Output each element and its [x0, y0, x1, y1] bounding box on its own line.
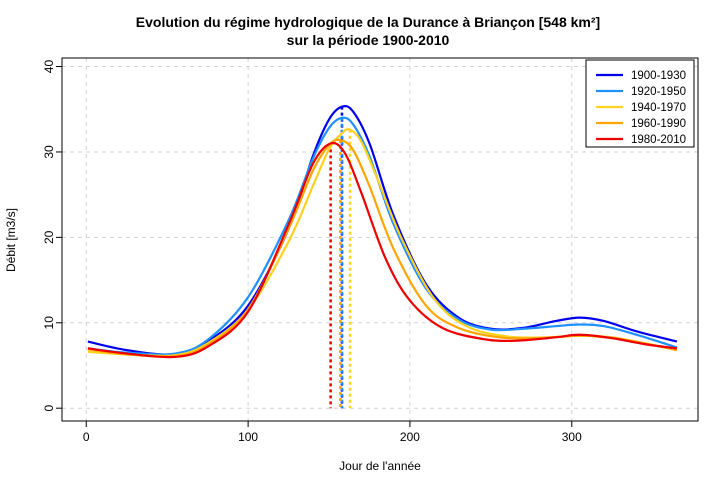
legend-label-1960-1990: 1960-1990	[631, 118, 686, 130]
legend-label-1900-1930: 1900-1930	[631, 70, 686, 82]
y-axis: 0 10 20 30 40	[42, 60, 63, 412]
legend-label-1940-1970: 1940-1970	[631, 102, 686, 114]
legend: 1900-1930 1920-1950 1940-1970 1960-1990 1980…	[585, 59, 695, 148]
x-tick-label: 200	[400, 430, 420, 444]
series-line-1920-1950	[87, 116, 678, 356]
series-line-1980-2010	[87, 141, 678, 359]
y-tick-label: 30	[42, 145, 56, 159]
y-axis-label: Débit [m3/s]	[4, 208, 18, 272]
x-axis-label: Jour de l'année	[339, 459, 421, 473]
x-tick-label: 0	[83, 430, 90, 444]
legend-label-1980-2010: 1980-2010	[631, 134, 686, 146]
x-tick-label: 300	[562, 430, 582, 444]
y-tick-label: 40	[42, 60, 56, 74]
x-tick-label: 100	[238, 430, 258, 444]
y-tick-label: 10	[42, 316, 56, 330]
y-tick-label: 20	[42, 230, 56, 244]
legend-label-1920-1950: 1920-1950	[631, 86, 686, 98]
chart-title-line-2: sur la période 1900-2010	[287, 32, 450, 48]
x-axis: 0 100 200 300	[83, 420, 582, 444]
series-lines	[87, 104, 678, 359]
series-line-1900-1930	[87, 104, 678, 356]
peak-droplines	[329, 106, 352, 409]
chart-title-line-1: Evolution du régime hydrologique de la D…	[136, 14, 600, 30]
y-tick-label: 0	[42, 405, 56, 412]
